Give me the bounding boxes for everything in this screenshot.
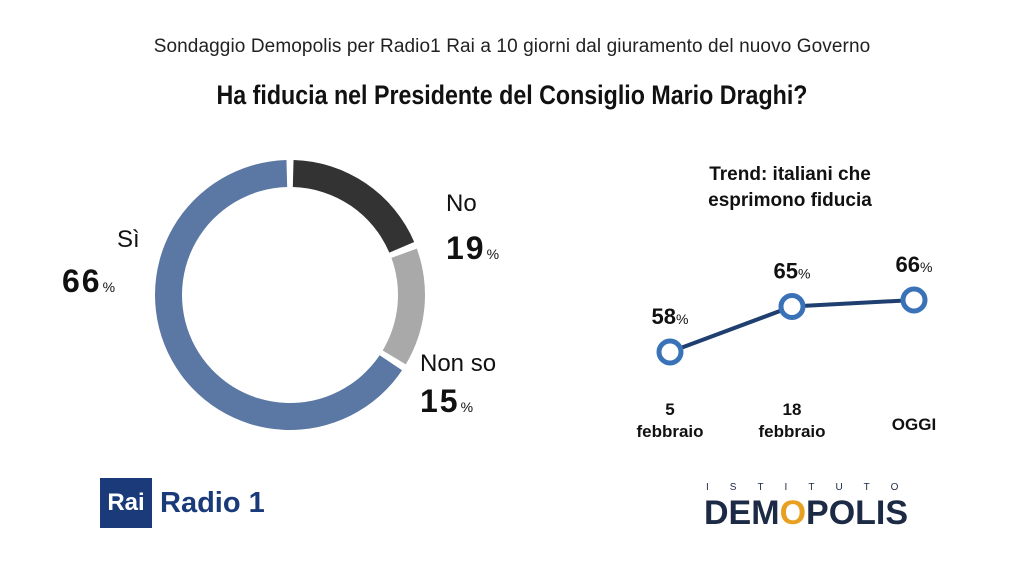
donut-label-nonso-name: Non so <box>420 350 496 378</box>
trend-tick-label-0: 5 febbraio <box>636 400 703 441</box>
trend-point-0 <box>659 341 681 363</box>
donut-value-nonso: 15% <box>420 383 473 420</box>
donut-label-nonso: Non so <box>420 350 496 378</box>
donut-label-no-name: No <box>446 190 477 218</box>
donut-value-nonso-unit: % <box>461 399 473 415</box>
trend-title-line-1: Trend: italiani che <box>640 162 940 188</box>
trend-tick-label-1: 18 febbraio <box>758 400 825 441</box>
donut-label-si: Sì <box>113 226 140 254</box>
donut-value-no-number: 19 <box>446 230 486 266</box>
donut-slice-nonso <box>383 249 425 365</box>
trend-title-line-2: esprimono fiducia <box>640 188 940 214</box>
donut-value-nonso-number: 15 <box>420 383 460 419</box>
rai-logo-box: Rai <box>100 478 152 528</box>
chart-title: Ha fiducia nel Presidente del Consiglio … <box>72 80 953 111</box>
donut-value-no: 19% <box>446 230 499 267</box>
donut-label-no: No <box>446 190 477 218</box>
donut-slice-no <box>293 160 414 253</box>
trend-line-chart: 58% 5 febbraio 65% 18 febbraio 66% OGGI <box>600 230 980 460</box>
donut-value-no-unit: % <box>487 246 499 262</box>
donut-value-si-unit: % <box>103 279 115 295</box>
demopolis-logo-top: ISTITUTO <box>706 482 946 493</box>
radio1-logo-text: Radio 1 <box>160 484 265 522</box>
donut-label-si-name: Sì <box>117 226 140 254</box>
trend-point-1 <box>781 296 803 318</box>
chart-subtitle: Sondaggio Demopolis per Radio1 Rai a 10 … <box>0 36 1024 58</box>
trend-data-label-0: 58% <box>652 304 689 329</box>
trend-title: Trend: italiani che esprimono fiducia <box>640 162 940 214</box>
trend-data-label-2: 66% <box>896 252 933 277</box>
demopolis-logo: ISTITUTO DEMOPOLIS <box>700 482 950 532</box>
donut-chart <box>140 160 440 430</box>
trend-data-label-1: 65% <box>774 259 811 284</box>
trend-point-2 <box>903 289 925 311</box>
demopolis-logo-main: DEMOPOLIS <box>704 494 908 533</box>
donut-value-si-number: 66 <box>62 263 102 299</box>
trend-tick-label-2: OGGI <box>892 415 936 434</box>
donut-value-si: 66% <box>62 263 115 300</box>
